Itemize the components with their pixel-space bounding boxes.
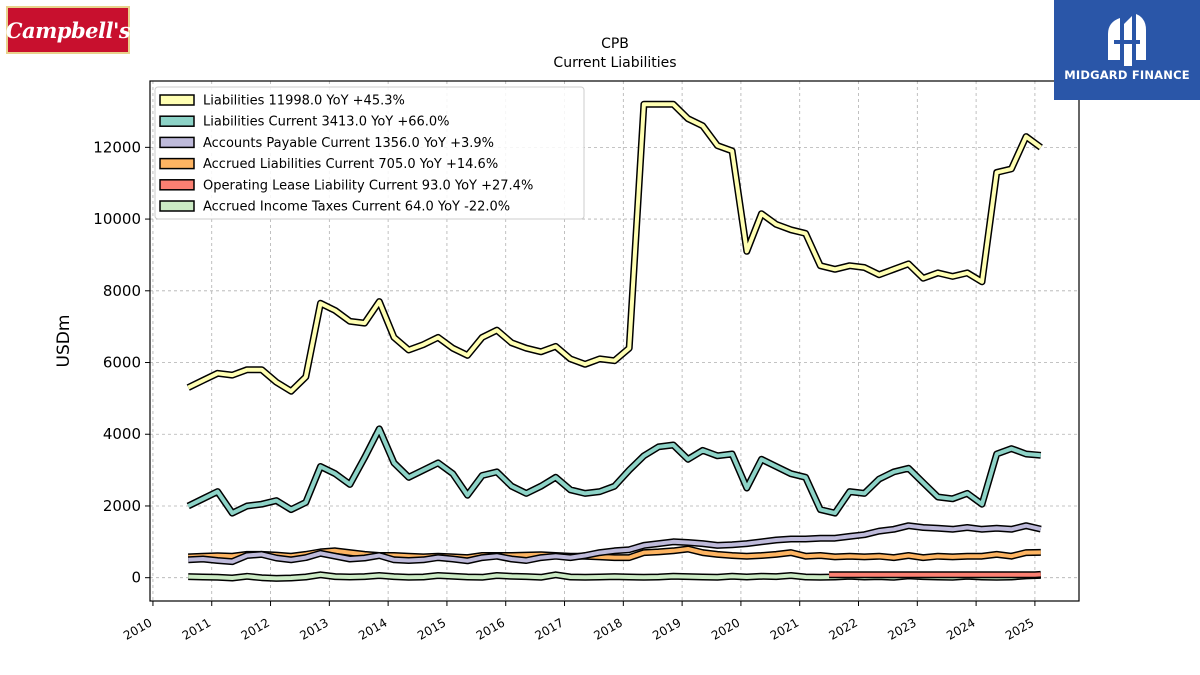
x-tick-label: 2014	[356, 615, 389, 642]
y-tick-label: 10000	[93, 210, 141, 228]
x-tick-label: 2021	[768, 615, 801, 642]
legend-swatch-accrued_income_taxes	[159, 200, 195, 212]
x-tick-label: 2017	[533, 615, 566, 642]
legend-label-operating_lease: Operating Lease Liability Current 93.0 Y…	[203, 178, 533, 193]
x-tick-label: 2013	[297, 615, 330, 642]
x-tick-label: 2010	[121, 615, 154, 642]
x-axis-ticks: 2010 2011 2012 2013 2014 2015 2016 2017 2018 2019…	[121, 601, 1036, 643]
midgard-finance-logo: MIDGARD FINANCE	[1054, 0, 1200, 100]
midgard-logo-text: MIDGARD FINANCE	[1064, 68, 1190, 82]
y-axis-ticks: 0 2000 4000 6000 8000 10000 12000	[93, 138, 150, 587]
x-tick-label: 2025	[1003, 615, 1036, 642]
chart-subtitle: Current Liabilities	[553, 55, 676, 71]
series-layer	[186, 100, 1043, 582]
legend-swatch-accounts_payable	[159, 136, 195, 149]
legend-swatch-liabilities_current	[159, 115, 195, 127]
legend-label-accrued_liabilities: Accrued Liabilities Current 705.0 YoY +1…	[203, 157, 498, 172]
legend-label-liabilities_current: Liabilities Current 3413.0 YoY +66.0%	[203, 115, 450, 130]
x-tick-label: 2020	[709, 615, 742, 642]
y-tick-label: 0	[131, 569, 141, 587]
x-tick-label: 2015	[415, 615, 448, 642]
series-line-liabilities_current	[187, 426, 1041, 516]
series-line-liabilities	[187, 102, 1042, 394]
legend-swatch-accrued_liabilities	[159, 157, 195, 170]
x-tick-label: 2018	[591, 615, 624, 642]
y-tick-label: 6000	[103, 354, 141, 372]
x-tick-label: 2016	[474, 615, 507, 642]
x-tick-label: 2023	[885, 615, 918, 642]
y-tick-label: 8000	[103, 282, 141, 300]
campbells-logo: Campbell's	[5, 6, 131, 54]
series-line-accounts_payable	[188, 523, 1042, 564]
chart-title: CPB	[601, 36, 629, 52]
y-tick-label: 12000	[93, 138, 141, 156]
legend-swatch-liabilities	[159, 94, 195, 106]
legend-swatch-operating_lease	[159, 179, 195, 191]
x-tick-label: 2024	[944, 615, 977, 642]
legend-label-accounts_payable: Accounts Payable Current 1356.0 YoY +3.9…	[203, 136, 494, 151]
legend-box	[154, 86, 585, 220]
y-tick-label: 2000	[103, 497, 141, 515]
legend-label-liabilities: Liabilities 11998.0 YoY +45.3%	[203, 94, 405, 109]
series-line-accrued_liabilities	[188, 547, 1041, 560]
midgard-mark-icon	[1108, 14, 1146, 66]
y-axis-label: USDm	[54, 315, 74, 368]
y-tick-label: 4000	[103, 425, 141, 443]
x-tick-label: 2019	[650, 615, 683, 642]
campbells-logo-text: Campbell's	[5, 17, 131, 43]
x-tick-label: 2022	[827, 615, 860, 642]
plot-frame	[149, 80, 1080, 602]
legend-label-accrued_income_taxes: Accrued Income Taxes Current 64.0 YoY -2…	[203, 200, 510, 215]
legend: Liabilities 11998.0 YoY +45.3% Liabilitie…	[154, 86, 585, 220]
x-tick-label: 2011	[180, 615, 213, 642]
x-tick-label: 2012	[239, 615, 272, 642]
